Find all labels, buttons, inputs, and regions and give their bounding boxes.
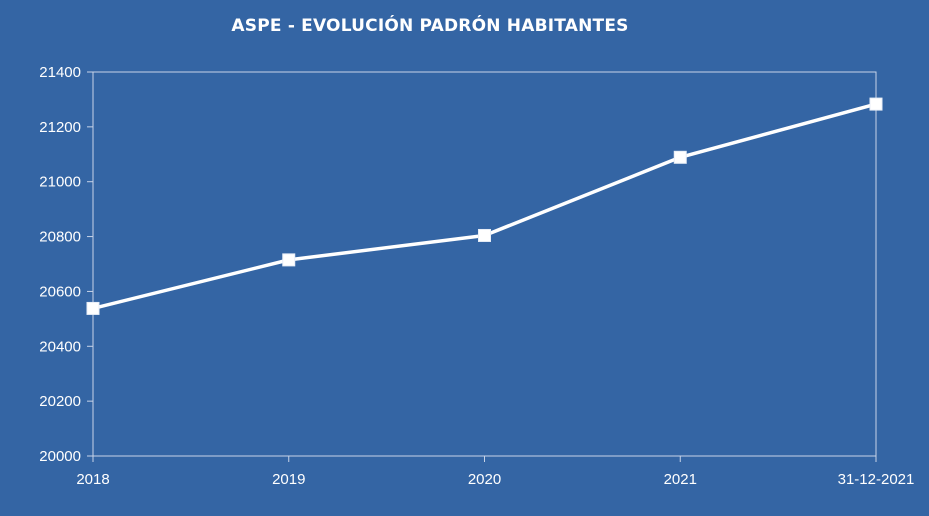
chart-title: ASPE - EVOLUCIÓN PADRÓN HABITANTES <box>231 16 629 36</box>
x-tick-label: 31-12-2021 <box>838 471 915 488</box>
y-tick-label: 20400 <box>39 338 81 355</box>
y-tick-label: 21000 <box>39 174 81 191</box>
y-tick-label: 20200 <box>39 393 81 410</box>
y-tick-label: 20800 <box>39 229 81 246</box>
series-line <box>92 102 877 311</box>
data-point-marker <box>478 228 491 242</box>
data-point-marker <box>86 301 100 315</box>
y-tick-label: 20000 <box>39 448 81 465</box>
x-tick-label: 2019 <box>272 471 305 488</box>
data-point-marker <box>282 253 296 267</box>
x-tick-label: 2020 <box>468 471 501 488</box>
y-tick-label: 21400 <box>39 64 81 81</box>
data-point-marker <box>673 150 687 164</box>
y-tick-label: 20600 <box>39 283 81 300</box>
x-tick-label: 2021 <box>664 471 697 488</box>
y-tick-label: 21200 <box>39 119 81 136</box>
data-point-marker <box>869 97 883 111</box>
x-tick-label: 2018 <box>76 471 109 488</box>
plot-area-border <box>92 71 877 457</box>
